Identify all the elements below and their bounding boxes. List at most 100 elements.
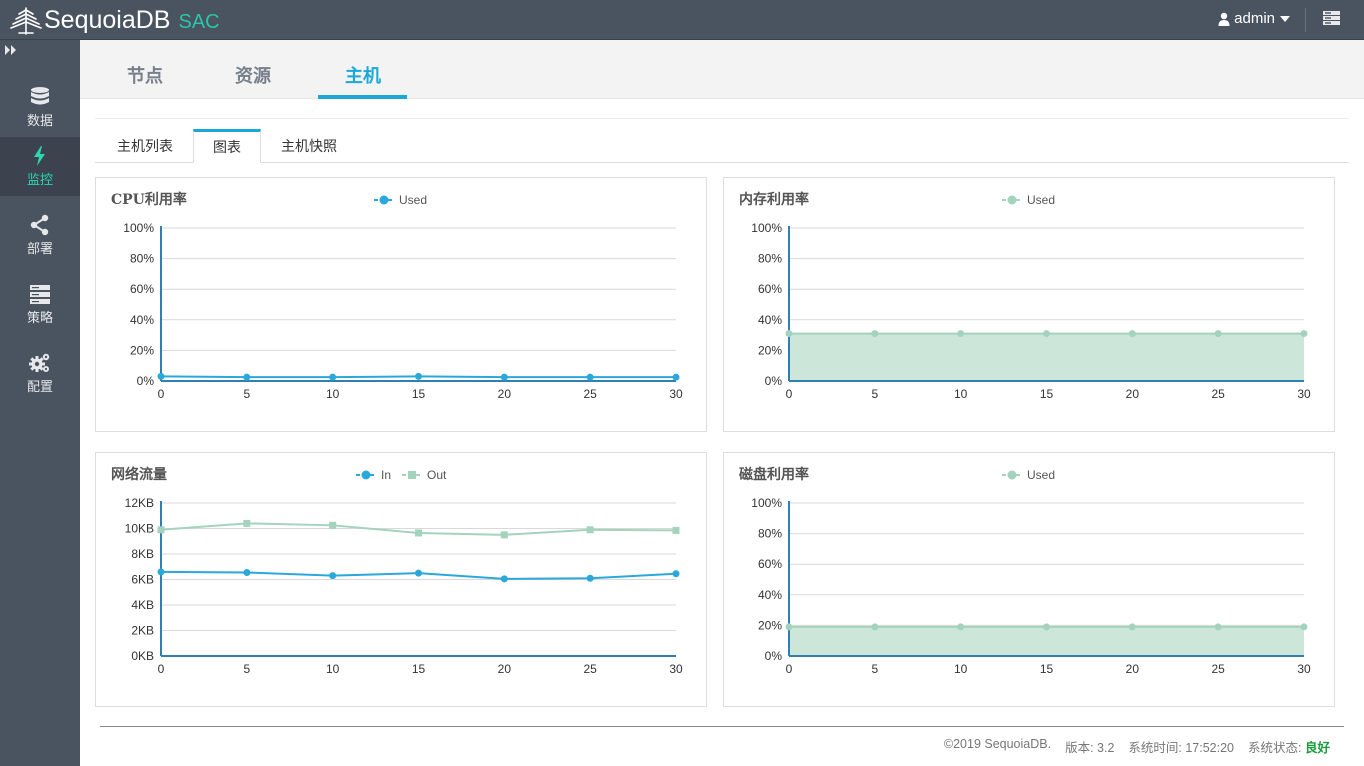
data-point[interactable] xyxy=(1214,623,1222,631)
x-tick-label: 15 xyxy=(412,662,426,676)
legend-label: In xyxy=(381,468,391,482)
data-point[interactable] xyxy=(157,526,165,534)
x-tick-label: 10 xyxy=(954,387,968,401)
app-name: SequoiaDB xyxy=(44,5,171,34)
sidebar-item-monitor[interactable]: 监控 xyxy=(0,137,80,196)
data-point[interactable] xyxy=(785,330,793,338)
y-tick-label: 10KB xyxy=(125,522,154,536)
panel-menu-icon[interactable] xyxy=(1323,11,1340,25)
subtab-charts[interactable]: 图表 xyxy=(193,129,261,163)
sidebar-item-data[interactable]: 数据 xyxy=(0,78,80,137)
data-point[interactable] xyxy=(329,572,337,580)
data-point[interactable] xyxy=(1128,623,1136,631)
data-point[interactable] xyxy=(500,531,508,539)
legend-marker xyxy=(361,470,371,480)
x-tick-label: 30 xyxy=(669,387,683,401)
legend-item[interactable]: Used xyxy=(374,193,427,207)
x-tick-label: 0 xyxy=(158,662,165,676)
data-point[interactable] xyxy=(785,623,793,631)
legend-marker xyxy=(1007,470,1017,480)
data-point[interactable] xyxy=(672,570,680,578)
data-point[interactable] xyxy=(586,373,594,381)
data-point[interactable] xyxy=(157,372,165,380)
x-tick-label: 10 xyxy=(954,662,968,676)
data-point[interactable] xyxy=(1043,623,1050,631)
legend-marker xyxy=(379,195,389,205)
data-point[interactable] xyxy=(243,519,251,527)
chart-title: 网络流量 xyxy=(111,466,167,483)
x-tick-label: 25 xyxy=(1211,662,1225,676)
cpu-chart-panel: CPU利用率 Used 0% 20% 40% 60% 80% 100% 0 5 10 15 20 25 30 xyxy=(95,177,707,432)
y-tick-label: 2KB xyxy=(131,624,154,638)
data-point[interactable] xyxy=(1214,330,1222,338)
x-tick-label: 5 xyxy=(871,387,878,401)
y-tick-label: 6KB xyxy=(131,573,154,587)
legend-item[interactable]: Out xyxy=(402,468,447,482)
sidebar-item-label: 配置 xyxy=(26,379,53,394)
legend-item[interactable]: In xyxy=(356,468,391,482)
main-content: 节点 资源 主机 主机列表 图表 主机快照 CPU利用率 Used 0% 20% 40%… xyxy=(80,40,1364,766)
sidebar: 数据 监控 部署 策略 xyxy=(0,40,80,766)
data-point[interactable] xyxy=(157,568,165,576)
data-point[interactable] xyxy=(871,623,879,631)
data-point[interactable] xyxy=(329,521,337,529)
double-chevron-right-icon[interactable] xyxy=(4,44,18,56)
data-point[interactable] xyxy=(329,373,337,381)
x-tick-label: 30 xyxy=(669,662,683,676)
footer: ©2019 SequoiaDB. 版本: 3.2 系统时间: 17:52:20 … xyxy=(944,737,1330,756)
legend-item[interactable]: Used xyxy=(1002,468,1055,482)
logo[interactable]: SequoiaDB SAC xyxy=(10,4,220,36)
sidebar-item-label: 部署 xyxy=(26,241,53,256)
y-tick-label: 60% xyxy=(130,282,154,296)
data-point[interactable] xyxy=(1300,623,1308,631)
system-time-text: 系统时间: 17:52:20 xyxy=(1128,741,1235,755)
y-tick-label: 40% xyxy=(130,313,154,327)
data-point[interactable] xyxy=(672,373,680,381)
data-point[interactable] xyxy=(871,330,879,338)
cpu-usage-chart: CPU利用率 Used 0% 20% 40% 60% 80% 100% 0 5 10 15 20 25 30 xyxy=(111,191,683,401)
legend-item[interactable]: Used xyxy=(1002,193,1055,207)
y-tick-label: 0% xyxy=(765,374,783,388)
y-tick-label: 20% xyxy=(130,343,154,357)
data-point[interactable] xyxy=(586,574,594,582)
data-point[interactable] xyxy=(500,575,508,583)
top-tabs: 节点 资源 主机 xyxy=(80,40,1364,99)
y-tick-label: 80% xyxy=(130,252,154,266)
tab-resources[interactable]: 资源 xyxy=(235,66,271,87)
data-point[interactable] xyxy=(957,623,965,631)
x-tick-label: 10 xyxy=(326,387,340,401)
y-tick-label: 60% xyxy=(758,557,782,571)
data-point[interactable] xyxy=(243,568,251,576)
disk-chart-panel: 磁盘利用率 Used 0% 20% 40% 60% 80% 100% 0 5 10 15 20 25 30 xyxy=(723,452,1335,707)
data-point[interactable] xyxy=(415,372,422,380)
x-tick-label: 0 xyxy=(786,387,793,401)
sidebar-item-label: 数据 xyxy=(26,113,53,128)
series-area xyxy=(789,626,1304,656)
x-tick-label: 20 xyxy=(498,387,512,401)
data-point[interactable] xyxy=(1043,330,1050,338)
data-point[interactable] xyxy=(957,330,965,338)
data-point[interactable] xyxy=(672,526,680,534)
gears-icon xyxy=(29,353,50,372)
sidebar-item-policy[interactable]: 策略 xyxy=(0,275,80,334)
data-point[interactable] xyxy=(500,373,508,381)
data-point[interactable] xyxy=(243,373,251,381)
sidebar-item-deploy[interactable]: 部署 xyxy=(0,206,80,265)
data-point[interactable] xyxy=(415,529,422,537)
tab-hosts[interactable]: 主机 xyxy=(345,66,381,87)
sidebar-item-config[interactable]: 配置 xyxy=(0,344,80,403)
subtab-host-list[interactable]: 主机列表 xyxy=(117,138,173,154)
data-point[interactable] xyxy=(1128,330,1136,338)
x-tick-label: 15 xyxy=(1040,387,1054,401)
y-tick-label: 20% xyxy=(758,343,782,357)
subtab-host-snapshot[interactable]: 主机快照 xyxy=(281,138,337,154)
data-point[interactable] xyxy=(415,569,422,577)
network-chart-panel: 网络流量 In Out 0KB 2KB 4KB 6KB 8KB 10KB 12KB 0 5 10 15 20… xyxy=(95,452,707,707)
memory-chart-panel: 内存利用率 Used 0% 20% 40% 60% 80% 100% 0 5 10 15 20 25 30 xyxy=(723,177,1335,432)
y-tick-label: 40% xyxy=(758,588,782,602)
user-menu[interactable]: admin xyxy=(1218,10,1290,27)
data-point[interactable] xyxy=(1300,330,1308,338)
y-tick-label: 12KB xyxy=(125,496,154,510)
tab-nodes[interactable]: 节点 xyxy=(127,66,163,87)
data-point[interactable] xyxy=(586,526,594,534)
